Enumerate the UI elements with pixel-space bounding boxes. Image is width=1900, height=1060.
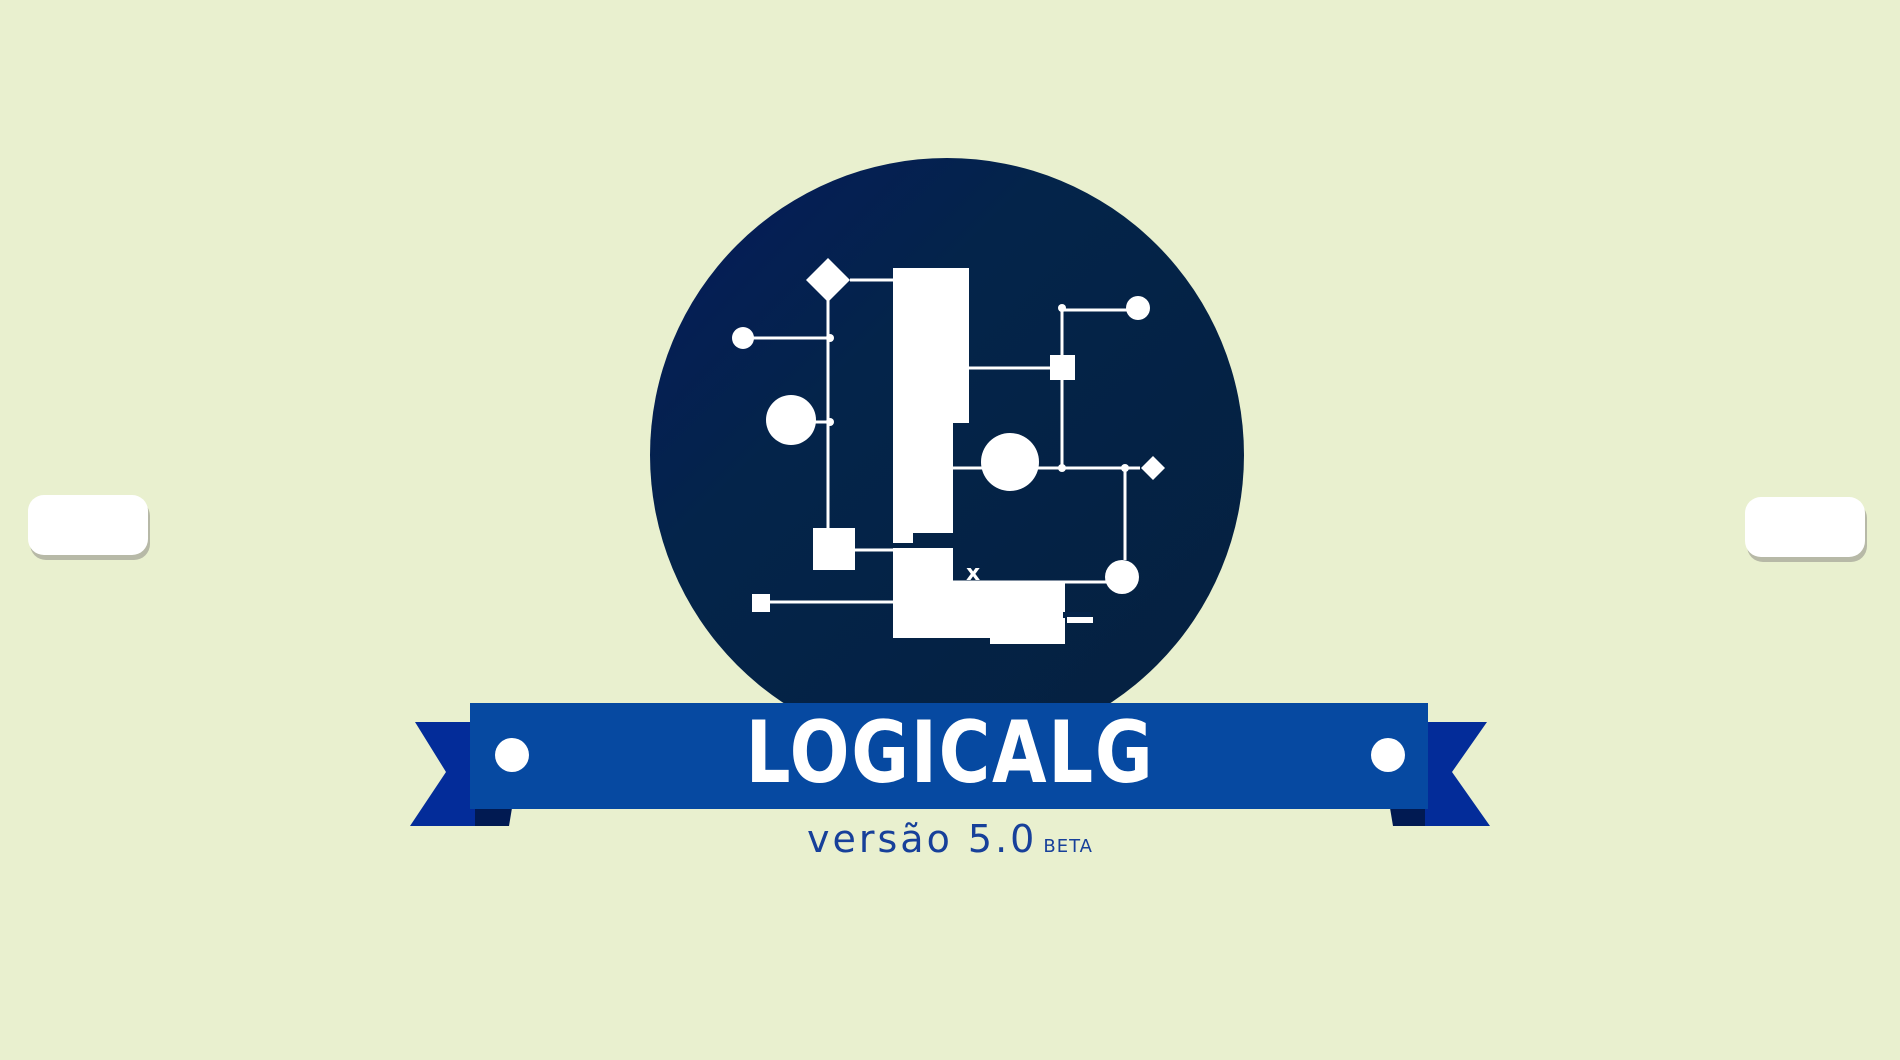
left-nav-button[interactable] (28, 495, 148, 555)
title-ribbon (410, 703, 1490, 826)
circuit-graphic: x (732, 258, 1165, 644)
version-number: versão 5.0 (807, 817, 1038, 861)
ribbon-dot-left (495, 738, 529, 772)
beta-badge: BETA (1043, 836, 1093, 857)
app-title: LOGICALG (745, 703, 1155, 803)
ribbon-dot-right (1371, 738, 1405, 772)
version-label: versão 5.0 BETA (650, 815, 1250, 871)
logo-x-glyph: x (966, 561, 980, 586)
right-nav-button[interactable] (1745, 497, 1865, 557)
